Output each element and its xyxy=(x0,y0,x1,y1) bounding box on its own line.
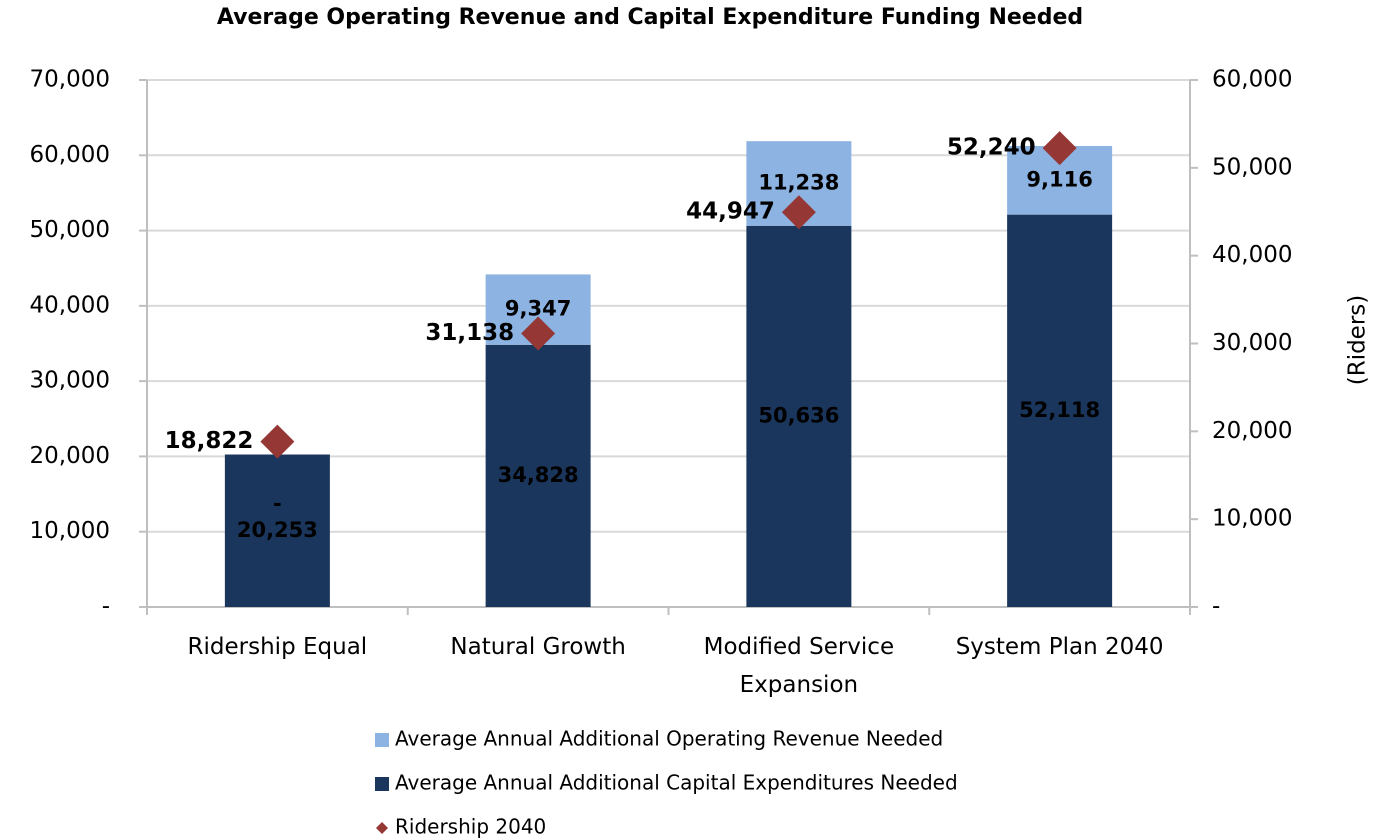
data-label: - xyxy=(273,492,282,516)
data-label: 20,253 xyxy=(237,518,318,542)
legend-swatch xyxy=(375,733,389,747)
y-tick-label: 60,000 xyxy=(30,142,110,168)
y-tick-label: 70,000 xyxy=(30,67,110,93)
x-tick-label: Modified Service Expansion xyxy=(703,634,895,698)
legend-marker xyxy=(376,822,388,834)
y-tick-label: 30,000 xyxy=(30,368,110,394)
bar-segment xyxy=(1007,214,1113,607)
legend-label: Average Annual Additional Capital Expend… xyxy=(395,771,958,795)
marker-label: 44,947 xyxy=(686,199,775,225)
x-tick-label: Ridership Equal xyxy=(187,634,368,660)
data-label: 11,238 xyxy=(758,170,839,194)
y-tick-label: 40,000 xyxy=(30,292,110,318)
legend-label: Ridership 2040 xyxy=(395,815,546,839)
data-label: 50,636 xyxy=(758,403,839,427)
y-tick-label: 20,000 xyxy=(30,443,110,469)
bar-segment xyxy=(485,344,591,607)
marker xyxy=(521,316,556,351)
marker-label: 52,240 xyxy=(947,135,1036,161)
legend-label: Average Annual Additional Operating Reve… xyxy=(395,727,943,751)
y2-tick-label: 60,000 xyxy=(1212,67,1292,93)
y2-tick-label: 50,000 xyxy=(1212,154,1292,180)
bar-segment xyxy=(224,454,330,607)
marker xyxy=(1042,131,1077,166)
y2-tick-label: 40,000 xyxy=(1212,242,1292,268)
data-label: 52,118 xyxy=(1019,398,1100,422)
y2-axis-label: (Riders) xyxy=(1345,295,1371,386)
marker xyxy=(781,195,816,230)
legend-swatch xyxy=(375,777,389,791)
x-tick-label: System Plan 2040 xyxy=(955,634,1164,660)
chart-title: Average Operating Revenue and Capital Ex… xyxy=(217,5,1083,30)
y-tick-label: 10,000 xyxy=(30,518,110,544)
marker-label: 18,822 xyxy=(165,428,254,454)
y2-tick-label: 10,000 xyxy=(1212,506,1292,532)
y2-tick-label: - xyxy=(1212,594,1220,620)
y-tick-label: - xyxy=(102,594,110,620)
bar-segment xyxy=(746,225,852,607)
x-tick-label: Natural Growth xyxy=(450,634,626,660)
data-label: 9,116 xyxy=(1026,167,1092,191)
marker xyxy=(260,424,295,459)
data-label: 34,828 xyxy=(498,463,579,487)
y-tick-label: 50,000 xyxy=(30,217,110,243)
y2-tick-label: 20,000 xyxy=(1212,418,1292,444)
marker-label: 31,138 xyxy=(425,320,514,346)
y2-tick-label: 30,000 xyxy=(1212,330,1292,356)
